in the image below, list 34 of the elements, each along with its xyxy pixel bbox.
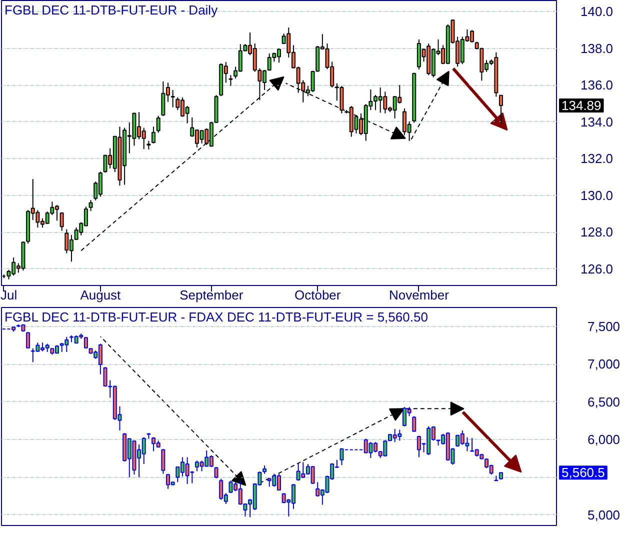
candlestick xyxy=(152,126,156,144)
y-tick-label: 140.0 xyxy=(580,4,614,20)
candlestick xyxy=(156,115,160,134)
candlestick xyxy=(161,448,166,474)
candlestick xyxy=(228,74,233,86)
candlestick xyxy=(340,448,344,466)
candlestick xyxy=(214,466,218,479)
candlestick xyxy=(412,416,416,432)
y-tick-label: 6,500 xyxy=(588,394,620,410)
x-tick-label: November xyxy=(388,288,450,302)
y-tick-label: 7,500 xyxy=(588,318,620,334)
y-tick-label: 136.0 xyxy=(580,78,614,93)
candlestick xyxy=(60,212,64,232)
x-tick-label: September xyxy=(180,288,244,302)
candlestick xyxy=(170,90,175,108)
candlestick xyxy=(499,94,503,125)
x-tick-label: August xyxy=(80,288,122,302)
text: 5,560.5 xyxy=(562,465,605,480)
y-tick-label: 130.0 xyxy=(580,188,614,203)
chart-title: FGBL DEC 11-DTB-FUT-EUR - Daily xyxy=(4,2,218,18)
y-tick-label: 5,000 xyxy=(588,507,620,522)
x-tick-label: October xyxy=(294,288,342,302)
y-tick-label: 138.0 xyxy=(580,40,614,56)
text: 134.89 xyxy=(562,98,602,113)
y-tick-label: 6,000 xyxy=(588,432,620,448)
x-tick-label: Jul xyxy=(0,288,18,302)
candlestick xyxy=(88,200,93,212)
y-tick-label: 132.0 xyxy=(580,151,614,166)
chart-title: FGBL DEC 11-DTB-FUT-EUR - FDAX DEC 11-DTB-FUT-EUR = 5,560.50 xyxy=(4,310,428,324)
y-tick-label: 7,000 xyxy=(588,356,620,372)
y-tick-label: 128.0 xyxy=(580,224,614,240)
y-tick-label: 126.0 xyxy=(580,261,614,276)
candlestick xyxy=(26,332,30,348)
y-tick-label: 134.0 xyxy=(580,114,614,130)
